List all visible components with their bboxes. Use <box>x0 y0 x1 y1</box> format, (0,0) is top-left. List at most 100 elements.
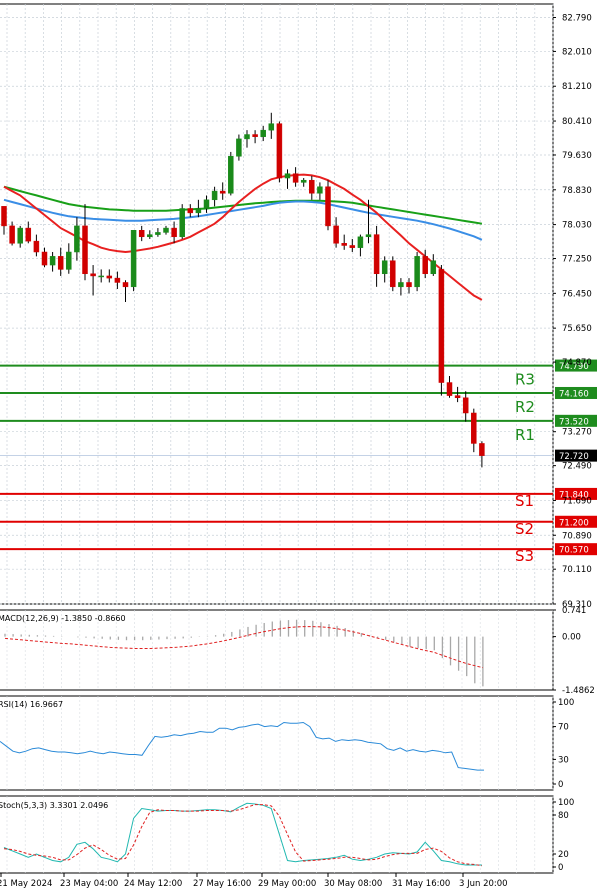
candle-bull <box>49 256 56 266</box>
stoch-y-tick-label: 20 <box>558 850 569 860</box>
y-tick-label: 78.830 <box>562 186 592 196</box>
candle-bear <box>479 443 485 456</box>
candle-bear <box>106 275 113 279</box>
candle-bull <box>357 236 364 248</box>
level-price-S1: 71.840 <box>559 490 589 500</box>
candle-bull <box>203 199 210 209</box>
y-tick-label: 76.450 <box>562 289 592 299</box>
candle-bear <box>252 134 258 137</box>
price-axis: 82.790 82.010 81.210 80.410 79.630 78.830 78.0… <box>553 13 592 610</box>
candle-bull <box>66 251 72 270</box>
level-name-S1: S1 <box>515 492 534 510</box>
y-tick-label: 78.030 <box>562 221 592 231</box>
candle-bear <box>390 260 396 288</box>
macd-y-tick-label: -1.4862 <box>562 686 595 696</box>
candle-bear <box>438 269 445 383</box>
current-price-label: 72.720 <box>559 452 589 462</box>
candle-bear <box>57 256 64 270</box>
candle-bear <box>462 397 469 414</box>
x-tick-label: 30 May 08:00 <box>324 879 382 889</box>
candle-bear <box>349 245 356 248</box>
panel-frame-1 <box>0 609 554 691</box>
candle-bear <box>292 173 299 183</box>
y-tick-label: 71.690 <box>562 496 592 506</box>
panel-frame-0 <box>0 3 554 605</box>
macd-y-tick-label: 0.741 <box>562 606 586 616</box>
rsi-y-tick-label: 70 <box>558 723 569 733</box>
candle-bear <box>1 206 7 227</box>
candle-bull <box>244 134 250 140</box>
support-resistance-lines: 74.790 R3 74.160 R2 73.520 R1 71.840 S1 71.200 S2… <box>0 359 597 565</box>
level-price-box-R3 <box>555 359 597 372</box>
y-tick-label: 70.110 <box>562 565 592 575</box>
y-tick-label: 75.650 <box>562 324 592 334</box>
level-price-box-R1 <box>555 414 597 427</box>
level-price-S3: 70.570 <box>559 546 589 556</box>
candle-bear <box>114 277 121 283</box>
candle-bear <box>82 225 88 275</box>
macd-y-tick-label: 0.00 <box>562 633 581 643</box>
candle-bear <box>454 395 461 399</box>
x-tick-label: 23 May 04:00 <box>60 879 118 889</box>
rsi-y-tick-label: 30 <box>558 755 569 765</box>
level-price-box-S3 <box>555 543 597 556</box>
rsi-y-tick-label: 100 <box>558 698 574 708</box>
candle-bear <box>138 230 145 238</box>
candle-bear <box>341 243 347 246</box>
level-name-R3: R3 <box>515 371 535 389</box>
x-tick-label: 31 May 16:00 <box>392 879 450 889</box>
y-tick-label: 73.270 <box>562 428 592 438</box>
x-tick-label: 3 Jun 20:00 <box>459 879 508 889</box>
rsi-y-tick-label: 0 <box>558 780 563 790</box>
x-tick-label: 27 May 16:00 <box>193 879 251 889</box>
y-tick-label: 74.870 <box>562 358 592 368</box>
level-name-S2: S2 <box>515 520 534 538</box>
level-name-S3: S3 <box>515 547 534 565</box>
candle-bear <box>33 240 40 253</box>
candle-bull <box>130 230 137 288</box>
candle-bull <box>179 208 185 238</box>
level-name-R1: R1 <box>515 426 535 444</box>
grid-lines <box>0 4 554 873</box>
candle-bull <box>317 186 323 194</box>
y-tick-label: 69.310 <box>562 600 592 610</box>
y-tick-label: 82.010 <box>562 47 592 57</box>
y-tick-label: 79.630 <box>562 151 592 161</box>
candle-bear <box>171 227 177 238</box>
candle-bull <box>228 156 234 194</box>
level-price-S2: 71.200 <box>559 518 589 528</box>
stoch-y-tick-label: 80 <box>558 811 569 821</box>
candle-bear <box>90 273 96 277</box>
stoch-label: Stoch(5,3,3) 3.3301 2.0496 <box>0 801 108 810</box>
macd-panel: 0.741 0.00 -1.4862 <box>4 606 595 696</box>
macd-signal-line <box>4 626 484 669</box>
candle-bull <box>236 138 242 157</box>
level-price-box-R2 <box>555 386 597 399</box>
candle-bear <box>471 412 477 444</box>
candle-bull <box>414 256 420 288</box>
candle-bull <box>155 232 161 235</box>
candle-bull <box>98 275 104 278</box>
candle-bull <box>284 173 291 179</box>
rsi-panel: 100 70 30 0 <box>0 698 574 790</box>
level-name-R2: R2 <box>515 398 535 416</box>
candle-bull <box>195 208 202 214</box>
candle-bear <box>309 179 315 194</box>
candle-bull <box>398 282 404 288</box>
candle-bear <box>446 382 453 396</box>
candle-bear <box>333 225 339 244</box>
x-tick-label: 24 May 12:00 <box>124 879 182 889</box>
y-tick-label: 82.790 <box>562 13 592 23</box>
candle-bear <box>373 234 380 275</box>
current-price-box <box>555 449 597 462</box>
candle-bear <box>406 282 412 288</box>
candle-bear <box>25 227 32 242</box>
candle-bear <box>276 123 283 179</box>
candle-bear <box>41 251 48 266</box>
y-tick-label: 70.890 <box>562 531 592 541</box>
level-price-R3: 74.790 <box>559 362 589 372</box>
stoch-signal-line <box>3 804 482 867</box>
panel-frame-3 <box>0 795 554 874</box>
candle-bull <box>300 179 307 183</box>
